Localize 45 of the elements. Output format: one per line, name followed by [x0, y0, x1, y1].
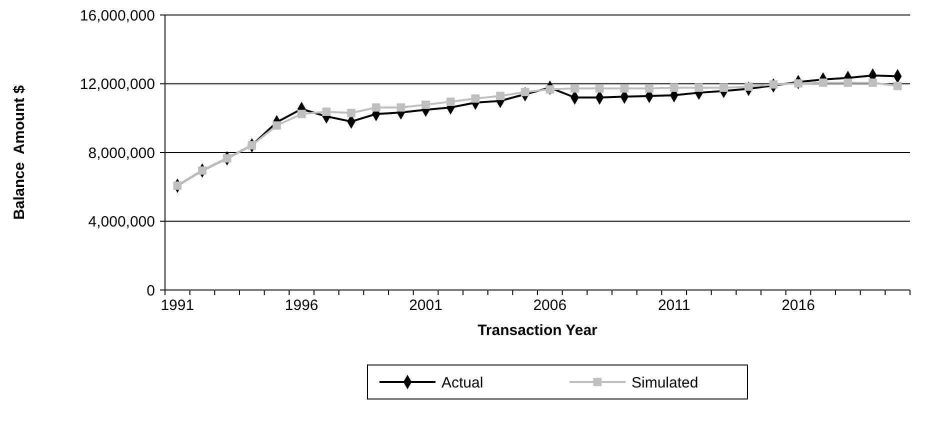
point [769, 80, 778, 89]
x-tick-label: 1991 [160, 297, 194, 314]
point [645, 84, 654, 93]
y-tick-label: 4,000,000 [88, 214, 155, 230]
point [570, 84, 579, 93]
legend-label: Actual [442, 374, 484, 392]
point [620, 84, 629, 93]
point [422, 100, 430, 109]
point [744, 82, 753, 91]
point [496, 92, 504, 100]
x-tick-label: 2001 [409, 297, 442, 314]
point [248, 141, 256, 150]
point [670, 84, 678, 92]
point [546, 85, 554, 94]
point [720, 84, 728, 92]
y-tick-label: 12,000,000 [80, 76, 155, 93]
x-tick-label: 1996 [284, 297, 318, 314]
point [446, 98, 455, 106]
point [595, 84, 604, 93]
x-axis-title: Transaction Year [478, 322, 598, 339]
point [868, 78, 877, 87]
x-tick-label: 2016 [782, 297, 815, 314]
point [694, 84, 704, 92]
point [322, 108, 331, 116]
point [794, 79, 802, 88]
point [222, 154, 232, 163]
y-tick-label: 8,000,000 [88, 144, 155, 162]
point [272, 121, 281, 130]
point [818, 78, 828, 87]
y-tick-label: 0 [146, 282, 155, 300]
y-axis-title: Balance Amount $ [11, 84, 28, 220]
point [372, 103, 380, 112]
point [173, 181, 182, 190]
point [520, 88, 530, 96]
point [893, 82, 902, 90]
point [471, 94, 480, 103]
point [198, 166, 206, 175]
x-tick-label: 2011 [658, 297, 690, 314]
point [396, 103, 406, 112]
point [297, 110, 306, 118]
x-tick-label: 2006 [533, 297, 567, 314]
y-tick-label: 16,000,000 [80, 7, 155, 24]
point [347, 108, 356, 118]
legend-label: Simulated [632, 374, 698, 392]
point [844, 78, 852, 87]
